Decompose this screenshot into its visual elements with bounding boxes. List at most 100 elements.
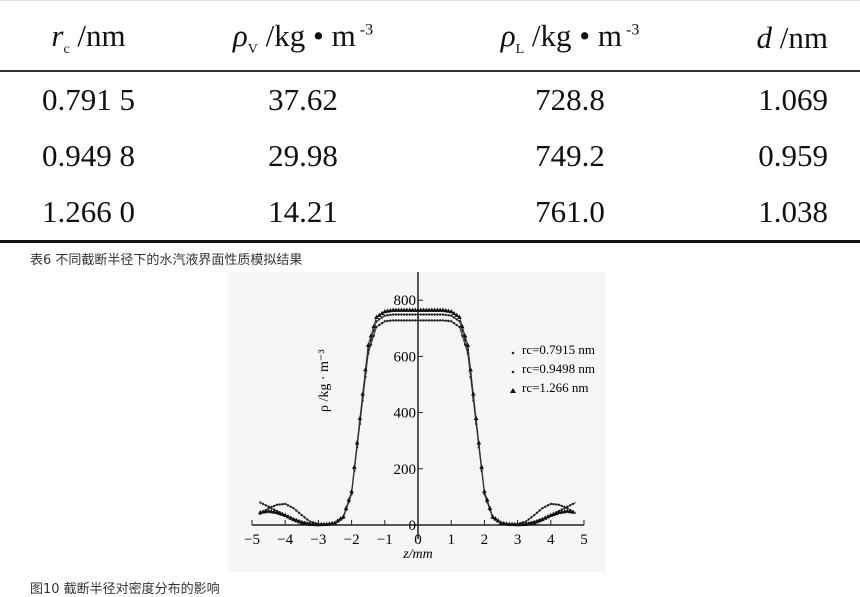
data-point (462, 333, 468, 338)
data-point (275, 503, 279, 506)
x-tick-label: 1 (447, 532, 455, 548)
data-point (433, 319, 436, 322)
data-point (535, 511, 539, 515)
data-point (422, 319, 425, 322)
table-row: 0.949 8 29.98 749.2 0.959 (0, 128, 860, 184)
y-tick-label: 600 (394, 349, 417, 365)
data-point (416, 319, 420, 322)
figure-caption: 图10 截断半径对密度分布的影响 (30, 582, 220, 597)
data-point (349, 488, 354, 494)
data-point (284, 502, 287, 506)
data-point (269, 508, 274, 514)
data-point (306, 518, 309, 521)
data-point (419, 319, 422, 322)
data-point (484, 497, 490, 502)
data-point (297, 511, 301, 515)
data-point (537, 518, 543, 523)
data-point (468, 367, 473, 372)
data-point (292, 506, 295, 510)
data-point (264, 504, 268, 507)
data-point (267, 506, 270, 510)
data-point (568, 504, 572, 507)
data-point (411, 319, 414, 322)
data-point (271, 509, 277, 514)
data-point (447, 314, 450, 317)
column-header: d /nm (711, 6, 860, 72)
data-point (277, 510, 282, 516)
data-point (286, 504, 290, 507)
data-point (378, 323, 381, 327)
data-point (357, 415, 363, 421)
data-point (341, 514, 346, 519)
data-point (389, 313, 392, 317)
data-point (402, 319, 406, 322)
data-point (545, 514, 551, 519)
data-point (405, 319, 409, 322)
data-point (375, 325, 378, 329)
data-point (346, 497, 352, 502)
data-point (487, 505, 493, 510)
data-point (534, 519, 540, 524)
data-point (495, 518, 501, 523)
data-point (540, 516, 545, 522)
data-point (391, 313, 395, 316)
data-point (571, 502, 575, 506)
data-point (414, 319, 417, 322)
x-tick-label: 0 (414, 532, 422, 548)
data-point (391, 319, 395, 322)
data-point (565, 508, 570, 513)
data-point (402, 313, 406, 316)
legend-label: rc=0.7915 nm (522, 342, 595, 357)
data-point (371, 323, 377, 329)
data-point (289, 505, 292, 508)
data-point (394, 313, 398, 316)
data-point (436, 313, 439, 316)
data-point (363, 367, 368, 372)
data-point (465, 342, 471, 347)
table-cell: 761.0 (429, 184, 711, 243)
x-tick-label: −3 (310, 532, 326, 548)
y-tick-label: 200 (394, 462, 417, 478)
data-point (436, 319, 439, 322)
data-point (549, 502, 552, 506)
data-point (461, 334, 464, 337)
data-point (354, 440, 360, 445)
x-tick-label: 5 (580, 532, 588, 548)
data-point (438, 319, 442, 322)
data-point (419, 313, 422, 316)
data-point (394, 319, 398, 322)
column-header: ρL /kg • m -3 (429, 6, 711, 72)
data-point (452, 321, 456, 325)
data-point (454, 312, 460, 317)
data-point (463, 343, 467, 346)
table-cell: 1.038 (711, 184, 860, 243)
legend-label: rc=1.266 nm (522, 380, 589, 395)
data-point (524, 520, 528, 523)
data-point (302, 520, 307, 526)
y-tick-label: 0 (409, 518, 417, 534)
table-cell: 0.949 8 (42, 138, 135, 173)
data-point (372, 334, 375, 337)
data-point (441, 319, 445, 322)
data-point (383, 320, 386, 323)
table-cell: 37.62 (268, 82, 338, 117)
data-point (425, 319, 428, 322)
table-cell: 14.21 (177, 184, 429, 243)
table-cell: 749.2 (535, 138, 605, 173)
data-point (430, 319, 434, 322)
y-tick-label: 400 (394, 406, 417, 422)
data-point (332, 520, 338, 525)
data-point (542, 515, 548, 520)
x-tick-label: −2 (344, 532, 360, 548)
density-profile-chart: −5 −4 −3 −2 −1 0 1 2 3 4 5 0 200 400 600 800 z/mm ρ /kg ·… (228, 272, 606, 572)
data-point (282, 512, 288, 517)
data-point (438, 313, 442, 316)
x-tick-label: 4 (547, 532, 555, 548)
data-point (490, 514, 495, 519)
data-point (386, 314, 389, 317)
data-point (414, 313, 417, 316)
y-axis-label: ρ /kg · m⁻³ (317, 349, 332, 412)
data-point (335, 518, 341, 523)
data-point (448, 308, 454, 314)
data-point (288, 515, 294, 520)
